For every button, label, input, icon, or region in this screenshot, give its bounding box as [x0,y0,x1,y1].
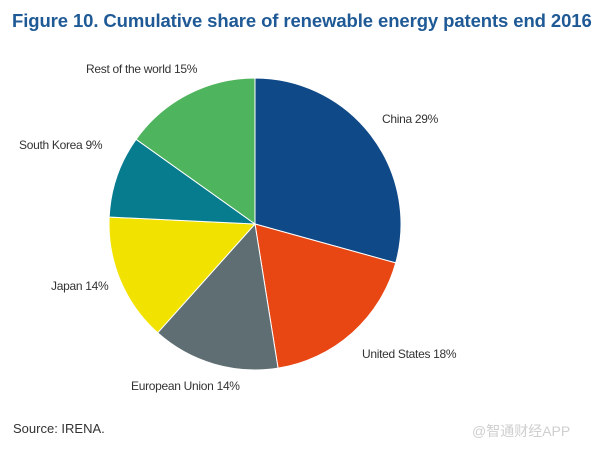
slice-label-rest-of-the-world: Rest of the world 15% [86,62,198,76]
pie-slice-japan [108,216,257,334]
pie-slice-south-korea [108,138,257,225]
chart-title: Figure 10. Cumulative share of renewable… [12,10,592,31]
slice-label-european-union: European Union 14% [131,379,240,393]
pie-slice-rest-of-the-world [135,77,256,225]
pie-slice-european-union [156,222,279,371]
slice-label-united-states: United States 18% [362,347,457,361]
slice-label-south-korea: South Korea 9% [19,138,103,152]
slice-labels: China 29% United States 18% European Union… [19,62,457,393]
source-note: Source: IRENA. [13,421,105,436]
slice-label-china: China 29% [382,112,439,126]
pie-slice-united-states [254,223,397,369]
slice-label-japan: Japan 14% [51,279,109,293]
watermark: @智通财经APP [472,423,571,439]
pie-slice-china [254,77,402,264]
pie-slices [108,77,402,371]
